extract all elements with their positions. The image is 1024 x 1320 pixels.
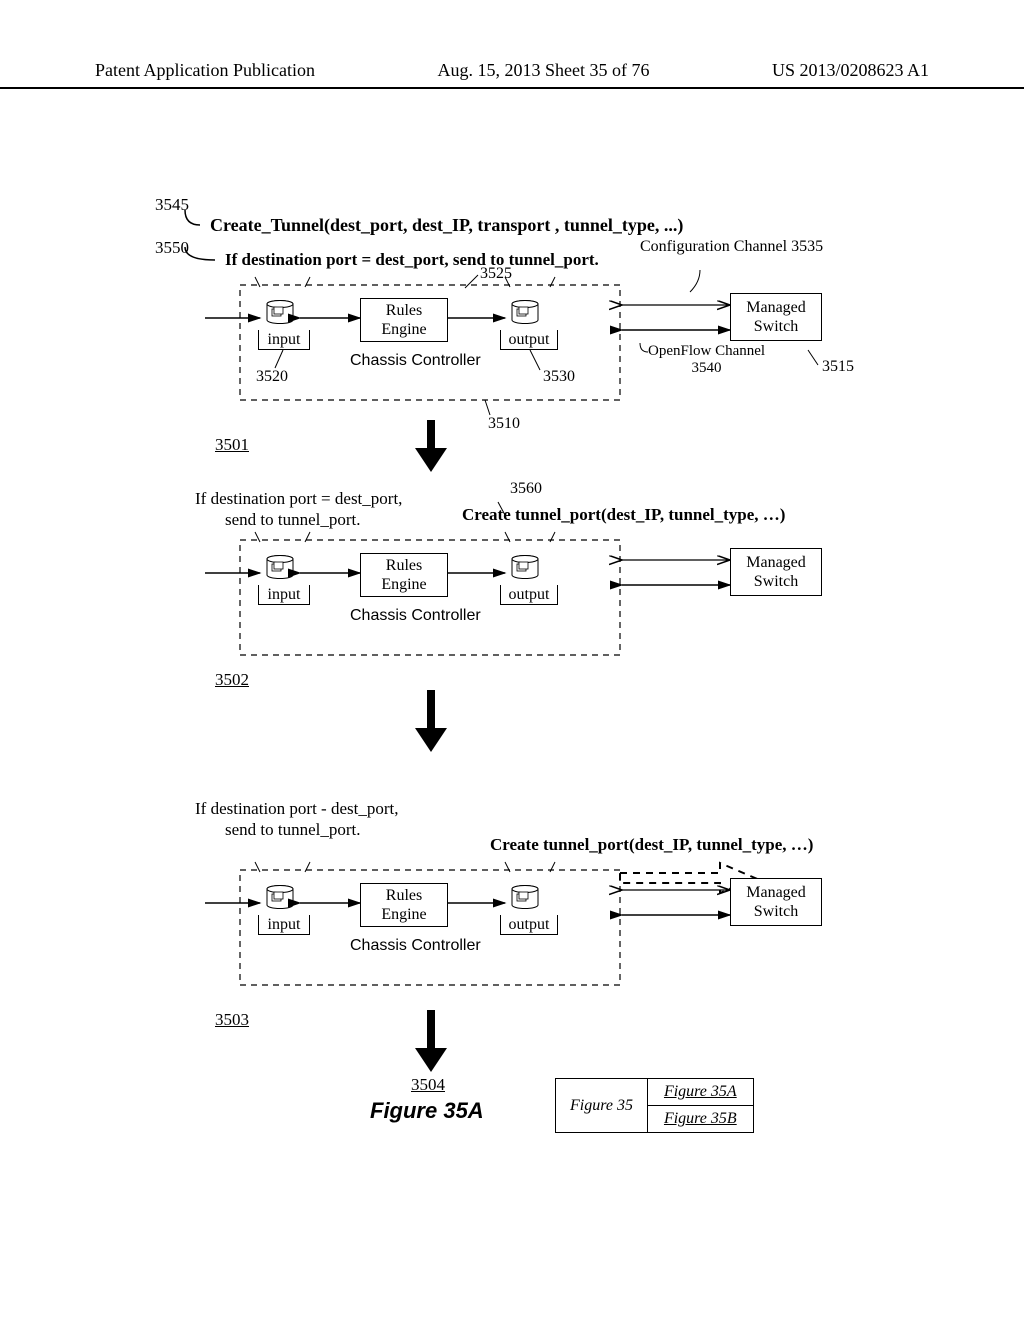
- rules-engine-box-3: Rules Engine: [360, 883, 448, 927]
- managed-1: Managed: [731, 298, 821, 317]
- if-dest-3a: If destination port - dest_port,: [195, 798, 399, 819]
- ref-3502: 3502: [215, 670, 249, 690]
- ref-3525: 3525: [480, 265, 512, 283]
- managed-switch-2: Managed Switch: [730, 548, 822, 596]
- create-tunnel-port-3: Create tunnel_port(dest_IP, tunnel_type,…: [490, 835, 813, 855]
- ref-3504: 3504: [411, 1075, 445, 1095]
- if-dest-2b: send to tunnel_port.: [195, 509, 402, 530]
- input-box-2: input: [258, 585, 310, 605]
- ref-3520: 3520: [256, 368, 288, 386]
- output-box-2: output: [500, 585, 558, 605]
- chassis-2: Chassis Controller: [350, 607, 481, 625]
- switch-3: Switch: [731, 902, 821, 921]
- rules-3: Rules: [361, 886, 447, 905]
- ref-3530: 3530: [543, 368, 575, 386]
- header-left: Patent Application Publication: [95, 60, 315, 81]
- config-channel-label: Configuration Channel 3535: [640, 238, 823, 256]
- openflow-num: 3540: [648, 360, 765, 377]
- ref-3550: 3550: [155, 238, 189, 258]
- fig-box-rb: Figure 35B: [648, 1106, 753, 1132]
- ref-3560: 3560: [510, 480, 542, 498]
- page-header: Patent Application Publication Aug. 15, …: [0, 60, 1024, 89]
- if-dest-1: If destination port = dest_port, send to…: [225, 250, 599, 270]
- create-tunnel-port-2: Create tunnel_port(dest_IP, tunnel_type,…: [462, 505, 785, 525]
- ref-3545: 3545: [155, 195, 189, 215]
- header-center: Aug. 15, 2013 Sheet 35 of 76: [437, 60, 649, 81]
- chassis-1: Chassis Controller: [350, 352, 481, 370]
- managed-2: Managed: [731, 553, 821, 572]
- header-right: US 2013/0208623 A1: [772, 60, 929, 81]
- input-box-1: input: [258, 330, 310, 350]
- ref-3503: 3503: [215, 1010, 249, 1030]
- engine-2: Engine: [361, 575, 447, 594]
- output-box-3: output: [500, 915, 558, 935]
- figure-title: Figure 35A: [370, 1098, 484, 1124]
- openflow-text: OpenFlow Channel: [648, 343, 765, 360]
- rules-2: Rules: [361, 556, 447, 575]
- managed-switch-3: Managed Switch: [730, 878, 822, 926]
- rules-1: Rules: [361, 301, 447, 320]
- ref-3501: 3501: [215, 435, 249, 455]
- input-box-3: input: [258, 915, 310, 935]
- engine-3: Engine: [361, 905, 447, 924]
- chassis-3: Chassis Controller: [350, 937, 481, 955]
- if-dest-2: If destination port = dest_port, send to…: [195, 488, 402, 531]
- if-dest-3: If destination port - dest_port, send to…: [195, 798, 399, 841]
- output-box-1: output: [500, 330, 558, 350]
- managed-switch-1: Managed Switch: [730, 293, 822, 341]
- engine-1: Engine: [361, 320, 447, 339]
- config-channel-text: Configuration Channel 3535: [640, 238, 823, 255]
- if-dest-3b: send to tunnel_port.: [195, 819, 399, 840]
- rules-engine-box-2: Rules Engine: [360, 553, 448, 597]
- ref-3515: 3515: [822, 358, 854, 376]
- if-dest-2a: If destination port = dest_port,: [195, 488, 402, 509]
- create-tunnel-label: Create_Tunnel(dest_port, dest_IP, transp…: [210, 215, 683, 236]
- managed-3: Managed: [731, 883, 821, 902]
- switch-2: Switch: [731, 572, 821, 591]
- fig-box-left: Figure 35: [556, 1079, 648, 1132]
- rules-engine-box-1: Rules Engine: [360, 298, 448, 342]
- figure-ref-box: Figure 35 Figure 35A Figure 35B: [555, 1078, 754, 1133]
- switch-1: Switch: [731, 317, 821, 336]
- openflow-channel-label: OpenFlow Channel 3540: [648, 343, 765, 376]
- fig-box-rt: Figure 35A: [648, 1079, 753, 1106]
- ref-3510: 3510: [488, 415, 520, 433]
